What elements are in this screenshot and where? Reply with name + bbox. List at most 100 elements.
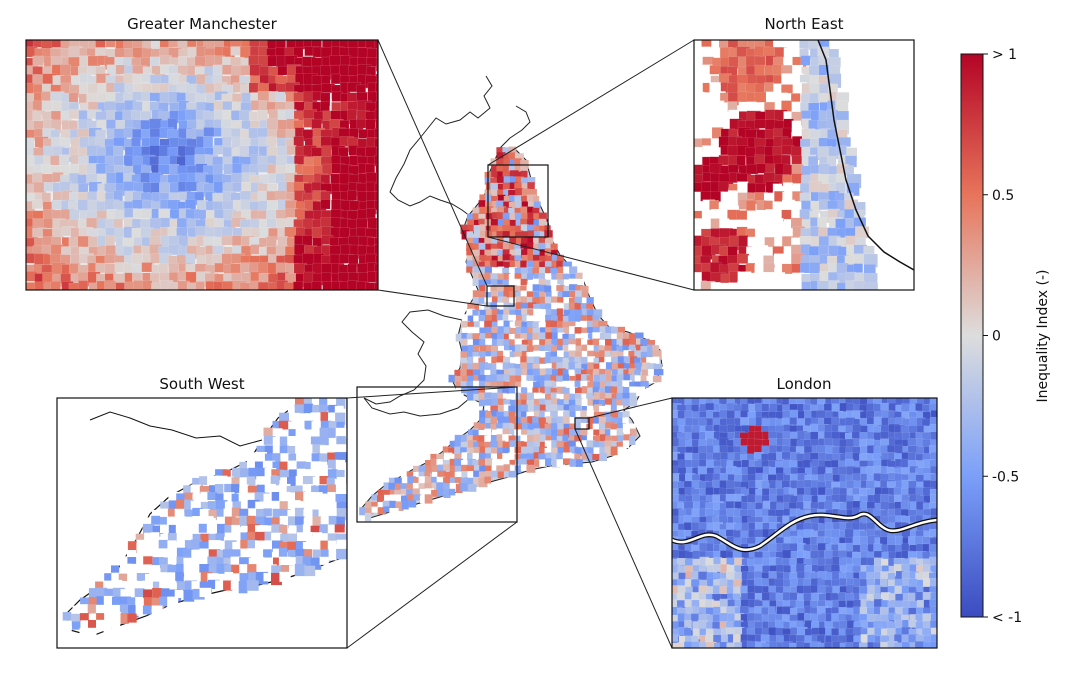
main-map-area: [520, 224, 529, 231]
main-map-area: [586, 416, 596, 426]
london-area: [789, 417, 798, 425]
south-west-area: [207, 501, 218, 511]
main-map-area: [617, 446, 627, 455]
main-map-area: [617, 326, 625, 334]
main-map-area: [527, 387, 534, 394]
main-map-area: [503, 459, 511, 467]
south-west-area: [136, 539, 146, 549]
main-map-area: [586, 410, 595, 420]
south-west-area: [208, 549, 221, 561]
main-map-area: [491, 212, 500, 219]
manchester-area: [374, 109, 378, 123]
main-map-area: [551, 260, 560, 268]
main-map-area: [574, 428, 581, 437]
main-map-area: [581, 350, 589, 359]
main-map-area: [455, 381, 465, 388]
london-area: [845, 642, 854, 648]
main-map-area: [557, 345, 566, 355]
manchester-frame: [25, 39, 379, 291]
south-west-area: [183, 557, 195, 569]
main-map-area: [544, 344, 554, 352]
main-map-area: [616, 332, 623, 341]
manchester-area: [374, 183, 378, 195]
main-map-area: [539, 446, 547, 455]
main-map-area: [496, 333, 506, 342]
main-map-area: [562, 315, 570, 324]
main-map-area: [646, 363, 657, 370]
main-map-area: [611, 350, 620, 357]
main-map-area: [479, 339, 488, 347]
main-map-area: [496, 206, 507, 214]
main-map-area: [515, 278, 525, 288]
south-west-area: [222, 469, 231, 481]
main-map-area: [574, 380, 583, 389]
main-map-area: [502, 147, 510, 156]
main-map-area: [568, 362, 578, 371]
main-map-area: [544, 448, 552, 457]
main-map-area: [556, 459, 566, 467]
main-map-area: [479, 309, 489, 319]
london-area: [879, 578, 888, 587]
manchester-area: [222, 109, 233, 121]
south-west-area: [215, 484, 224, 494]
manchester-area: [365, 282, 378, 290]
south-west-area: [184, 509, 194, 520]
south-west-area: [297, 532, 307, 543]
main-map-area: [520, 296, 528, 305]
main-map-area: [503, 176, 514, 184]
south-west-area: [254, 452, 267, 464]
main-map-area: [586, 320, 596, 330]
main-map-area: [641, 357, 651, 367]
south-west-area: [320, 412, 331, 424]
main-map-area: [604, 446, 615, 456]
south-west-area: [239, 477, 251, 489]
main-map-area: [533, 243, 542, 252]
main-map-area: [550, 320, 558, 331]
main-map-area: [545, 320, 555, 329]
main-map-area: [508, 208, 517, 215]
main-map-area: [395, 483, 404, 493]
main-map-area: [377, 507, 386, 515]
main-map-area: [544, 380, 554, 389]
london-area: [697, 416, 706, 427]
main-map-area: [490, 381, 499, 391]
main-map-area: [580, 410, 588, 418]
main-map-area: [586, 303, 594, 313]
south-west-area: [104, 611, 116, 622]
main-map-area: [479, 230, 490, 237]
main-map-area: [593, 404, 602, 414]
south-west-area: [288, 429, 297, 439]
south-west-area: [224, 564, 233, 575]
main-map-area: [539, 386, 549, 397]
south-west-area: [255, 531, 268, 542]
north-east-coastline: [817, 40, 914, 271]
south-west-area: [151, 605, 163, 616]
inset-south-west: South West: [56, 375, 348, 649]
main-map-area: [508, 243, 518, 251]
main-map-area: [629, 356, 638, 365]
main-map-area: [502, 231, 511, 240]
manchester-patches: [26, 40, 378, 290]
main-map-area: [551, 273, 559, 281]
main-map-area: [593, 441, 601, 450]
main-map-area: [533, 381, 543, 388]
main-map-area: [538, 242, 547, 251]
south-west-area: [328, 437, 340, 448]
manchester-area: [375, 271, 378, 286]
main-map-area: [587, 333, 596, 340]
london-area: [930, 565, 937, 573]
south-west-area: [80, 597, 93, 606]
main-map-area: [556, 273, 564, 281]
main-map-area: [551, 254, 562, 262]
main-map-area: [539, 267, 546, 275]
south-west-area: [136, 565, 147, 575]
main-map-area: [490, 441, 500, 450]
south-west-area: [271, 565, 284, 575]
main-map-area: [454, 471, 464, 478]
south-west-area: [231, 493, 244, 505]
main-map-area: [431, 482, 439, 489]
south-west-area: [191, 564, 203, 576]
main-map-area: [581, 406, 590, 413]
main-map-area: [394, 477, 403, 485]
main-map-area: [574, 416, 583, 424]
